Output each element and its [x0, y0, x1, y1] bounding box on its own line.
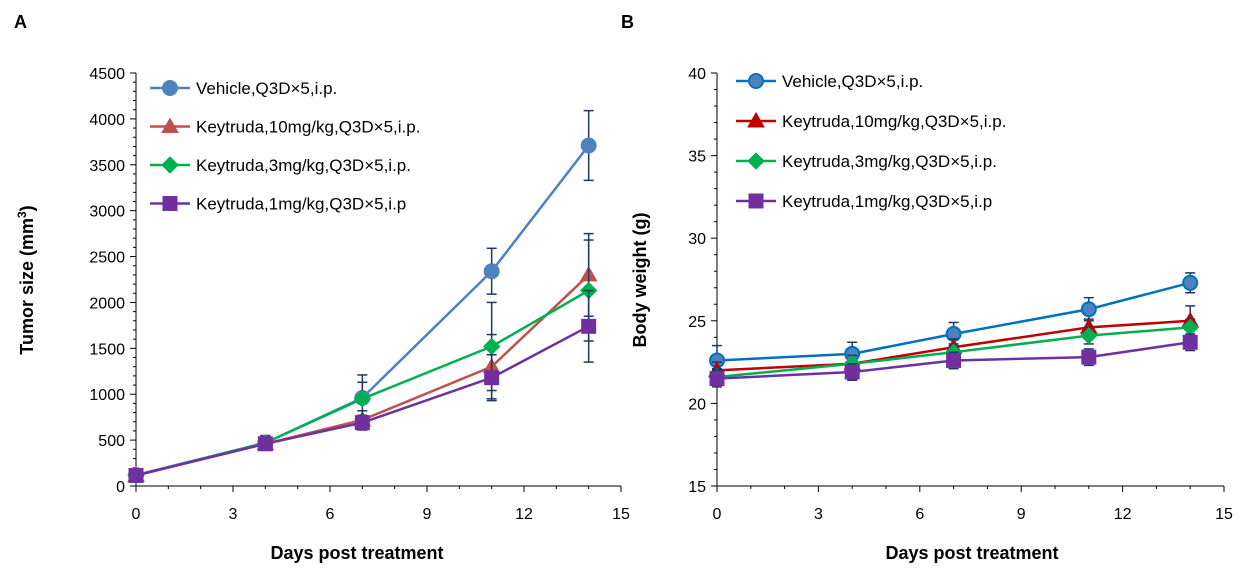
data-point: [128, 467, 144, 483]
data-point: [484, 370, 500, 386]
legend-label: Keytruda,1mg/kg,Q3D×5,i.p: [782, 192, 992, 211]
legend-marker: [747, 111, 765, 128]
panel-b-x-axis-title: Days post treatment: [885, 543, 1058, 563]
panel-b-x-tick-label: 6: [915, 506, 924, 523]
panel-a-x-tick-label: 9: [423, 506, 432, 523]
panel-b-y-tick-label: 30: [688, 231, 706, 248]
legend-marker: [162, 196, 178, 211]
data-point: [354, 415, 370, 431]
data-point: [946, 352, 962, 368]
panel-a-y-tick-label: 4000: [89, 112, 125, 129]
panel-a-y-axis-title: Tumor size (mm3): [15, 205, 37, 354]
panel-a-x-tick-label: 3: [229, 506, 238, 523]
legend-label: Vehicle,Q3D×5,i.p.: [196, 79, 337, 98]
panel-b-legend-entry-3: Keytruda,3mg/kg,Q3D×5,i.p.: [736, 152, 997, 171]
panel-a-y-tick-label: 2000: [89, 295, 125, 312]
data-point: [353, 390, 372, 408]
panel-b-series-4: [709, 333, 1198, 388]
panel-a-legend-entry-2: Keytruda,10mg/kg,Q3D×5,i.p.: [150, 117, 420, 137]
panel-a-series-2: [127, 232, 598, 482]
panel-b-legend-entry-2: Keytruda,10mg/kg,Q3D×5,i.p.: [736, 111, 1006, 131]
panel-a-y-tick-label: 1000: [89, 387, 125, 404]
panel-a-y-tick-label: 2500: [89, 250, 125, 267]
legend-marker: [748, 193, 764, 209]
panel-a-x-tick-label: 6: [326, 506, 335, 523]
data-point: [257, 436, 273, 452]
panel-a-x-axis-title: Days post treatment: [270, 543, 443, 563]
legend-label: Keytruda,10mg/kg,Q3D×5,i.p.: [782, 112, 1006, 131]
panel-a-series-4: [128, 289, 597, 483]
panel-a-series-3: [127, 239, 598, 485]
panel-a-legend-entry-3: Keytruda,3mg/kg,Q3D×5,i.p.: [150, 156, 411, 175]
legend-marker: [748, 73, 764, 89]
panel-b-y-tick-label: 25: [688, 314, 706, 331]
data-point: [482, 337, 501, 356]
legend-marker: [162, 80, 178, 96]
legend-label: Keytruda,3mg/kg,Q3D×5,i.p.: [196, 156, 411, 175]
data-point: [1080, 301, 1097, 318]
panel-b-y-tick-label: 35: [688, 149, 706, 166]
panel-b-x-tick-label: 3: [814, 506, 823, 523]
panel-b-y-axis-title: Body weight (g): [630, 213, 650, 348]
panel-b-y-tick-label: 40: [688, 66, 706, 83]
legend-label: Keytruda,1mg/kg,Q3D×5,i.p: [196, 195, 406, 214]
panel-a-letter: A: [14, 12, 27, 32]
data-point: [1182, 334, 1198, 350]
legend-marker: [747, 152, 765, 170]
panel-a-x-tick-label: 12: [515, 506, 533, 523]
legend-marker: [161, 156, 179, 174]
panel-a-x-tick-label: 15: [612, 506, 630, 523]
legend-label: Keytruda,10mg/kg,Q3D×5,i.p.: [196, 118, 420, 137]
panel-b-series-1: [709, 272, 1199, 377]
panel-a-y-tick-label: 4500: [89, 66, 125, 83]
panel-a-y-tick-label: 3500: [89, 158, 125, 175]
data-point: [580, 137, 597, 154]
panel-a-legend-entry-1: Vehicle,Q3D×5,i.p.: [150, 79, 337, 98]
panel-b-x-tick-label: 9: [1017, 506, 1026, 523]
panel-a-legend-entry-4: Keytruda,1mg/kg,Q3D×5,i.p: [150, 195, 406, 214]
data-point: [483, 263, 500, 280]
panel-a-tumor-size-chart: A Tumor size (mm3) Days post treatment 0…: [14, 12, 630, 563]
panel-b-letter: B: [621, 12, 634, 32]
panel-b-x-tick-label: 12: [1114, 506, 1132, 523]
data-point: [709, 371, 725, 387]
panel-b-x-tick-label: 15: [1215, 506, 1233, 523]
panel-b-y-tick-label: 15: [688, 479, 706, 496]
legend-marker: [161, 117, 179, 133]
panel-a-y-tick-label: 0: [116, 479, 125, 496]
legend-label: Keytruda,3mg/kg,Q3D×5,i.p.: [782, 152, 997, 171]
data-point: [1080, 326, 1098, 345]
legend-label: Vehicle,Q3D×5,i.p.: [782, 72, 923, 91]
panel-b-legend-entry-1: Vehicle,Q3D×5,i.p.: [736, 72, 923, 91]
panel-a-y-tick-label: 1500: [89, 341, 125, 358]
panel-b-body-weight-chart: B Body weight (g) Days post treatment 15…: [621, 12, 1233, 563]
panel-a-y-tick-label: 3000: [89, 204, 125, 221]
data-point: [581, 318, 597, 334]
panel-b-legend-entry-4: Keytruda,1mg/kg,Q3D×5,i.p: [736, 192, 992, 211]
data-point: [1081, 349, 1097, 365]
data-point: [844, 364, 860, 380]
data-point: [1182, 274, 1199, 291]
panel-a-x-tick-label: 0: [132, 506, 141, 523]
panel-b-x-tick-label: 0: [713, 506, 722, 523]
panel-b-y-tick-label: 20: [688, 396, 706, 413]
panel-a-y-tick-label: 500: [98, 433, 125, 450]
